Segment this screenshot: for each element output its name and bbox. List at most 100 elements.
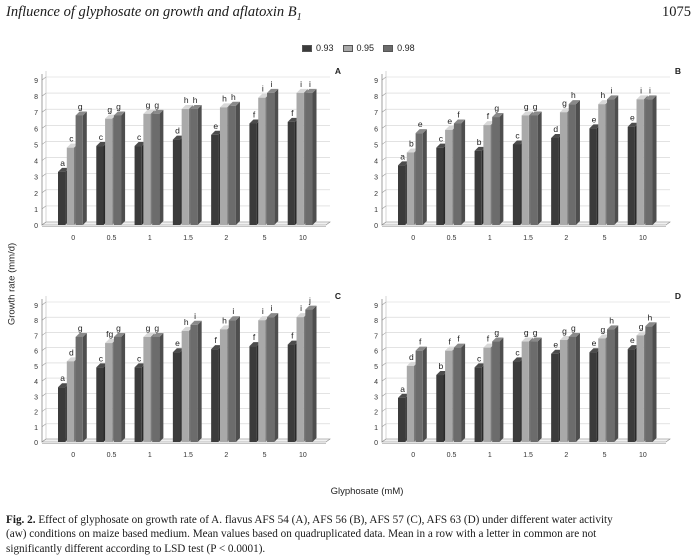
bar bbox=[398, 397, 406, 442]
significance-letter: i bbox=[649, 85, 651, 95]
bar-top bbox=[406, 148, 418, 153]
y-tick-label: 1 bbox=[34, 425, 38, 432]
bar bbox=[296, 317, 304, 442]
bar bbox=[415, 350, 423, 442]
bar-top bbox=[267, 313, 279, 318]
x-tick-label: 1.5 bbox=[523, 235, 533, 242]
bar-side bbox=[614, 95, 619, 225]
panel-label: A bbox=[335, 66, 341, 76]
significance-letter: f bbox=[253, 110, 256, 120]
significance-letter: g bbox=[524, 328, 529, 338]
bar-top bbox=[190, 105, 202, 109]
bar bbox=[190, 324, 198, 442]
bar-top bbox=[219, 103, 232, 108]
significance-letter: e bbox=[447, 116, 452, 126]
bar-top bbox=[296, 313, 308, 318]
bar-top bbox=[636, 331, 648, 336]
significance-letter: d bbox=[175, 126, 180, 136]
x-tick-label: 0 bbox=[71, 235, 75, 242]
bar-side bbox=[575, 100, 580, 225]
bar bbox=[113, 115, 122, 225]
significance-letter: e bbox=[418, 119, 423, 129]
bar bbox=[530, 115, 538, 225]
gridline-diagonal bbox=[381, 332, 387, 336]
bar bbox=[568, 104, 576, 225]
bar-top bbox=[568, 100, 580, 105]
bar bbox=[172, 352, 181, 442]
x-tick-label: 1 bbox=[148, 452, 152, 459]
significance-letter: c bbox=[137, 353, 142, 363]
gridline-diagonal bbox=[41, 393, 47, 397]
bar-top bbox=[96, 363, 108, 368]
bar bbox=[172, 139, 181, 225]
significance-letter: c bbox=[477, 353, 482, 363]
significance-letter: g bbox=[146, 323, 151, 333]
bar bbox=[436, 147, 444, 225]
bar bbox=[598, 338, 606, 442]
gridline-diagonal bbox=[41, 377, 47, 382]
panel-label: D bbox=[675, 291, 681, 301]
gridline-diagonal bbox=[41, 92, 47, 97]
bar bbox=[559, 112, 568, 225]
gridline-diagonal bbox=[381, 423, 387, 428]
y-tick-label: 4 bbox=[34, 159, 38, 166]
significance-letter: i bbox=[640, 85, 642, 95]
y-tick-label: 5 bbox=[374, 142, 378, 149]
y-axis-title: Growth rate (mm/d) bbox=[6, 242, 18, 326]
significance-letter: c bbox=[515, 130, 520, 140]
bar bbox=[267, 317, 275, 442]
y-tick-label: 0 bbox=[374, 440, 378, 447]
bar bbox=[636, 99, 644, 225]
significance-letter: h bbox=[609, 315, 614, 325]
bar bbox=[474, 367, 482, 442]
bar bbox=[607, 99, 615, 225]
bar-top bbox=[474, 363, 486, 368]
significance-letter: a bbox=[400, 384, 405, 394]
bar-top bbox=[645, 95, 657, 100]
bar-top bbox=[415, 346, 427, 351]
significance-letter: f bbox=[487, 111, 490, 121]
bar-top bbox=[258, 93, 270, 98]
bar-top bbox=[287, 117, 299, 122]
significance-letter: f bbox=[448, 337, 451, 347]
bar-top bbox=[512, 140, 525, 145]
bar-top bbox=[607, 95, 619, 100]
gridline-diagonal bbox=[41, 189, 47, 194]
legend-item-095: 0.95 bbox=[342, 43, 374, 53]
y-tick-label: 8 bbox=[34, 94, 38, 101]
significance-letter: c bbox=[69, 134, 74, 144]
significance-letter: h bbox=[193, 95, 198, 105]
y-tick-label: 4 bbox=[374, 379, 378, 386]
bar-top bbox=[113, 332, 126, 337]
significance-letter: g bbox=[494, 103, 499, 113]
significance-letter: a bbox=[60, 373, 65, 383]
y-tick-label: 3 bbox=[374, 394, 378, 401]
bar-side bbox=[537, 111, 542, 225]
x-tick-label: 5 bbox=[263, 452, 267, 459]
significance-letter: g bbox=[600, 324, 605, 334]
bar-side bbox=[159, 109, 164, 225]
y-tick-label: 7 bbox=[34, 110, 38, 117]
y-tick-label: 1 bbox=[374, 207, 378, 214]
bar-side bbox=[537, 337, 542, 442]
significance-letter: i bbox=[194, 311, 196, 321]
significance-letter: b bbox=[477, 137, 482, 147]
bar bbox=[181, 109, 189, 225]
legend-swatch-098 bbox=[383, 44, 394, 52]
bar bbox=[249, 123, 257, 225]
bar bbox=[219, 107, 228, 225]
caption-figure-label: Fig. 2. bbox=[6, 514, 36, 526]
bar bbox=[143, 113, 151, 225]
bar-top bbox=[134, 142, 146, 147]
bar bbox=[258, 320, 266, 442]
bar bbox=[406, 152, 414, 225]
x-tick-label: 10 bbox=[639, 235, 647, 242]
bar-top bbox=[143, 109, 155, 114]
x-tick-label: 1 bbox=[488, 452, 492, 459]
bar-top bbox=[598, 100, 610, 105]
y-tick-label: 6 bbox=[374, 349, 378, 356]
bar-top bbox=[267, 88, 279, 93]
significance-letter: e bbox=[630, 335, 635, 345]
y-tick-label: 6 bbox=[34, 349, 38, 356]
header-title-subscript: 1 bbox=[296, 11, 302, 23]
